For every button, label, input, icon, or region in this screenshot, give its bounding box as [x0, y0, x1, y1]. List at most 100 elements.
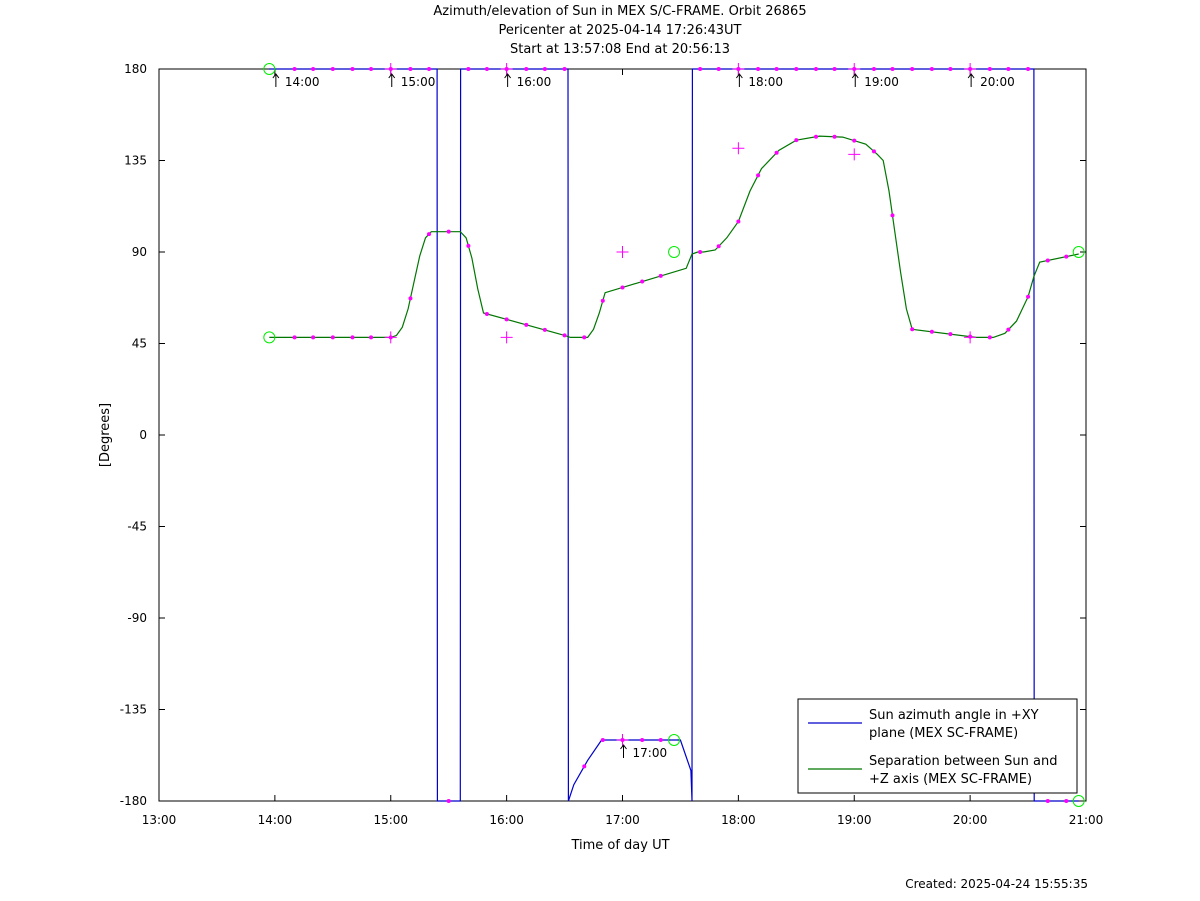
legend-box [797, 698, 1078, 794]
hour-annotation-arrow [504, 73, 512, 87]
marker-dot-azimuth [658, 738, 663, 742]
marker-circle [263, 63, 276, 75]
plot-frame [158, 68, 1087, 802]
marker-plus [616, 246, 629, 258]
marker-dot-azimuth [910, 67, 915, 71]
x-tick-label: 19:00 [837, 813, 872, 827]
marker-dot-separation [910, 327, 915, 332]
y-tick-label: -135 [120, 703, 147, 717]
marker-dot-azimuth [311, 67, 316, 71]
y-tick-label: 135 [124, 154, 147, 168]
marker-dot-separation [716, 244, 721, 249]
marker-dot-separation [640, 279, 645, 284]
marker-dot-separation [658, 273, 663, 278]
marker-dot-azimuth [1045, 799, 1050, 803]
marker-dot-separation [466, 243, 471, 248]
y-tick-label: 90 [132, 245, 147, 259]
marker-dot-separation [774, 150, 779, 155]
hour-annotation-label: 18:00 [748, 75, 783, 89]
marker-dot-separation [542, 327, 547, 332]
marker-dot-separation [408, 296, 413, 301]
marker-dot-separation [504, 317, 509, 322]
marker-dot-separation [1045, 258, 1050, 263]
hour-annotation-label: 15:00 [401, 75, 436, 89]
marker-dot-azimuth [408, 67, 413, 71]
marker-dot-azimuth [814, 67, 819, 71]
y-tick-label: 45 [132, 337, 147, 351]
marker-dot-separation [698, 250, 703, 254]
created-timestamp: Created: 2025-04-24 15:55:35 [905, 877, 1088, 891]
marker-dot-separation [562, 333, 567, 338]
y-tick-label: -180 [120, 794, 147, 808]
marker-plus [848, 63, 861, 75]
marker-dot-separation [890, 213, 895, 218]
marker-plus [964, 331, 977, 344]
marker-dot-separation [1026, 294, 1031, 299]
marker-dot-separation [600, 298, 605, 303]
marker-dot-azimuth [292, 67, 297, 71]
marker-dot-separation [620, 285, 625, 290]
marker-dot-azimuth [890, 67, 895, 71]
x-tick-label: 14:00 [258, 813, 293, 827]
marker-dot-azimuth [582, 764, 587, 769]
series-line-separation [269, 135, 1079, 338]
marker-dot-separation [330, 335, 335, 340]
marker-dot-separation [369, 335, 374, 340]
marker-plus [616, 734, 629, 746]
marker-dot-separation [814, 134, 819, 139]
marker-dot-azimuth [466, 67, 471, 71]
marker-plus [500, 63, 513, 75]
marker-dot-azimuth [987, 67, 992, 71]
marker-dot-azimuth [794, 67, 799, 71]
marker-dot-azimuth [426, 67, 431, 71]
marker-plus [964, 63, 977, 75]
legend-label-azimuth: Sun azimuth angle in +XY [869, 708, 1039, 723]
marker-dot-azimuth [832, 67, 837, 71]
marker-dot-separation [446, 229, 451, 234]
x-tick-label: 16:00 [489, 813, 524, 827]
marker-plus [384, 331, 397, 344]
marker-circle [1072, 246, 1085, 258]
y-tick-label: 0 [139, 428, 147, 442]
chart-title-line-2: Pericenter at 2025-04-14 17:26:43UT [498, 23, 742, 38]
marker-dot-azimuth [484, 67, 489, 71]
legend-label-separation: Separation between Sun and [869, 754, 1057, 769]
x-tick-label: 18:00 [721, 813, 756, 827]
y-axis-label: [Degrees] [98, 403, 113, 467]
marker-dot-separation [350, 335, 355, 340]
x-tick-label: 20:00 [953, 813, 988, 827]
hour-annotation-label: 20:00 [980, 75, 1015, 89]
marker-dot-separation [852, 138, 857, 143]
marker-dot-separation [736, 219, 741, 224]
marker-dot-azimuth [524, 67, 529, 71]
marker-dot-azimuth [774, 67, 779, 71]
marker-dot-separation [311, 335, 316, 340]
marker-dot-separation [484, 311, 489, 316]
marker-dot-azimuth [929, 67, 934, 71]
marker-dot-azimuth [600, 738, 605, 742]
marker-dot-separation [794, 138, 799, 143]
marker-plus [732, 142, 745, 155]
marker-plus [500, 331, 513, 344]
marker-dot-azimuth [330, 67, 335, 71]
hour-annotation-arrow [388, 73, 396, 87]
legend-label-azimuth-line-2: plane (MEX SC-FRAME) [869, 726, 1018, 741]
hour-annotation-arrow [735, 73, 743, 87]
marker-circle [263, 331, 276, 344]
marker-plus [384, 63, 397, 75]
marker-dot-separation [948, 332, 953, 337]
hour-annotation-arrow [967, 73, 975, 87]
x-axis-label: Time of day UT [570, 838, 669, 853]
hour-annotation-arrow [272, 73, 280, 87]
legend-label-separation-line-2: +Z axis (MEX SC-FRAME) [869, 772, 1032, 787]
marker-dot-azimuth [562, 67, 567, 71]
hour-annotation-label: 16:00 [517, 75, 552, 89]
marker-dot-separation [929, 329, 934, 334]
y-tick-label: -90 [127, 611, 147, 625]
hour-annotation-arrow [620, 744, 627, 758]
marker-plus [732, 63, 745, 75]
marker-plus [848, 148, 861, 161]
series-line-azimuth [269, 68, 1079, 802]
chart-title-line-3: Start at 13:57:08 End at 20:56:13 [509, 42, 731, 57]
